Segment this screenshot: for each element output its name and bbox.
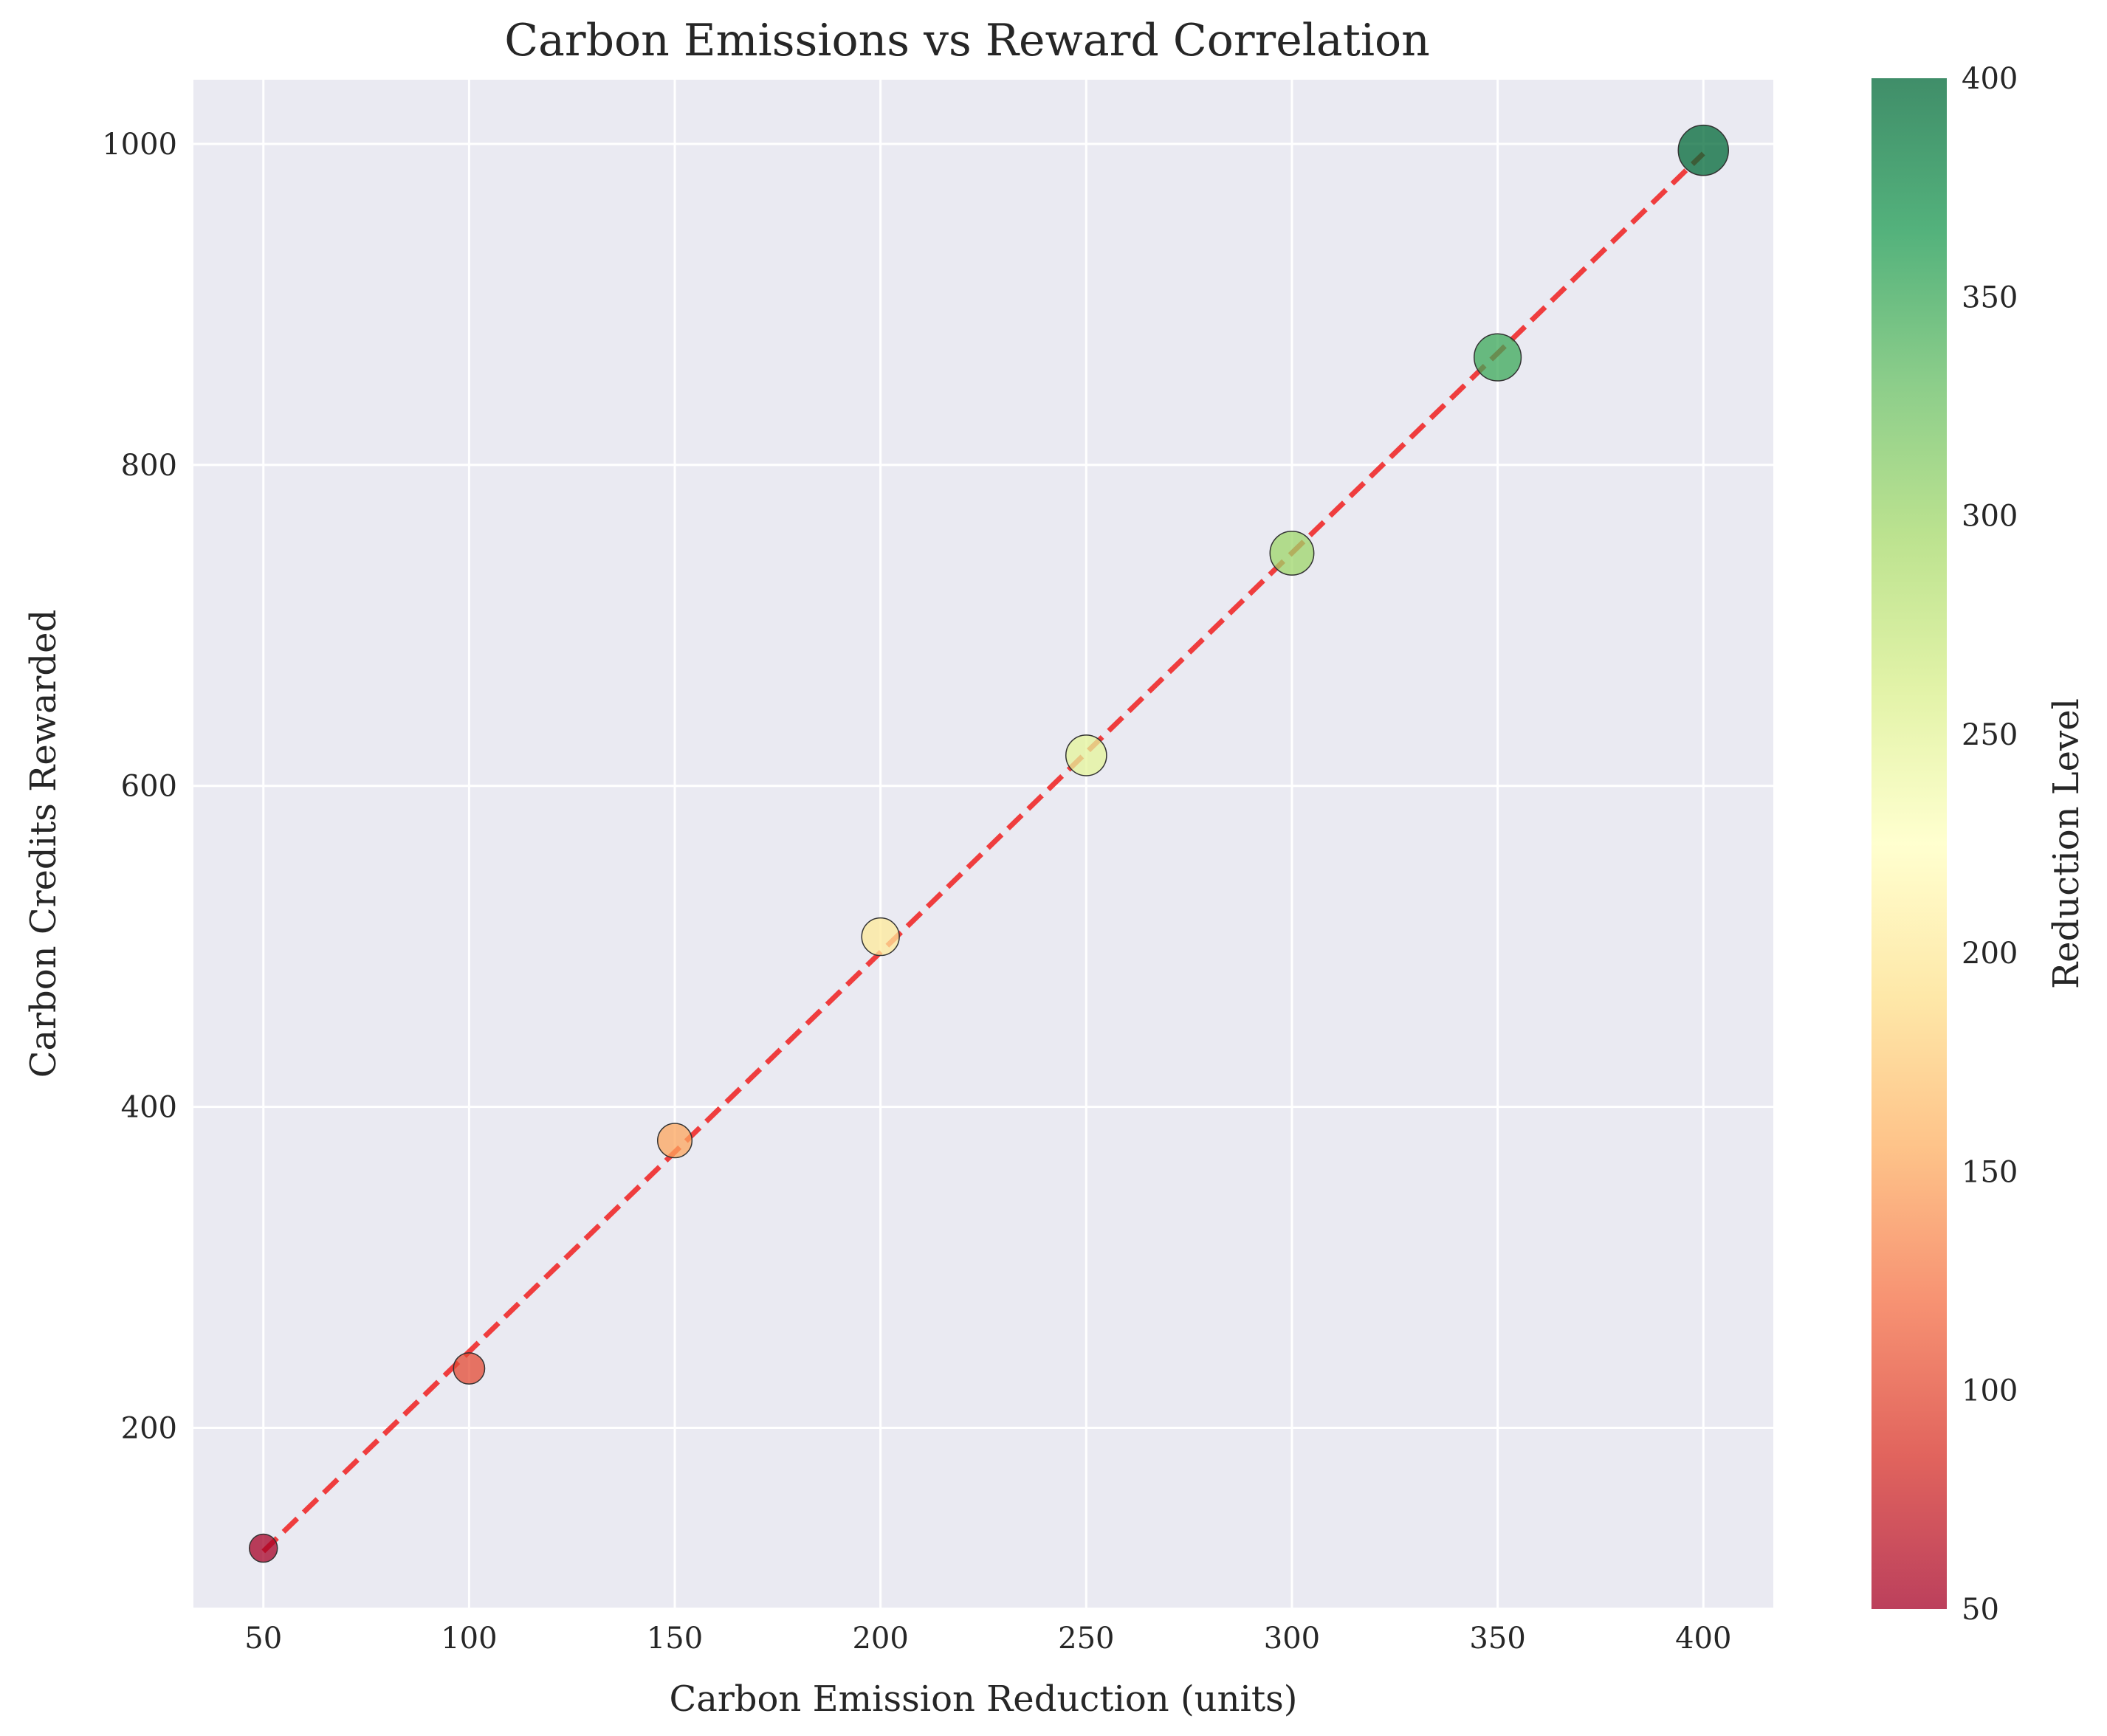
data-point [1474,333,1522,382]
y-tick-label: 600 [121,770,177,804]
colorbar-tick-label: 200 [1962,937,2018,971]
y-gridlines [193,142,1773,1429]
colorbar-tick-label: 100 [1962,1374,2018,1408]
colorbar-tick-label: 300 [1962,500,2018,534]
colorbar-label: Reduction Level [2046,698,2087,989]
chart-title: Carbon Emissions vs Reward Correlation [504,15,1430,66]
data-point [1677,124,1730,176]
x-tick-label: 100 [441,1622,497,1656]
y-tick-label: 800 [121,449,177,483]
data-point [861,917,900,957]
data-point [453,1352,486,1385]
colorbar [1871,78,1947,1609]
colorbar-tick-label: 400 [1962,62,2018,96]
x-tick-label: 400 [1675,1622,1731,1656]
y-axis-label: Carbon Credits Rewarded [23,610,64,1078]
x-tick-label: 50 [244,1622,282,1656]
plot-area [193,80,1773,1608]
data-point [656,1123,693,1159]
trend-line [261,151,1705,1554]
colorbar-tick-labels: 50 100 150 200 250 300 350 400 [1962,62,2018,1627]
y-tick-label: 1000 [102,128,177,162]
colorbar-tick-label: 50 [1962,1593,1999,1627]
x-tick-label: 150 [647,1622,703,1656]
x-axis-label: Carbon Emission Reduction (units) [669,1678,1297,1720]
colorbar-tick-label: 250 [1962,718,2018,752]
data-point [248,1533,278,1563]
x-tick-label: 350 [1469,1622,1525,1656]
colorbar-tick-label: 350 [1962,280,2018,314]
y-tick-label: 200 [121,1411,177,1445]
trend-line-group [261,151,1705,1554]
x-tick-labels: 50 100 150 200 250 300 350 400 [244,1622,1731,1656]
x-tick-label: 200 [852,1622,908,1656]
data-points [248,124,1730,1563]
y-tick-label: 400 [121,1091,177,1125]
colorbar-tick-label: 150 [1962,1155,2018,1189]
x-tick-label: 250 [1058,1622,1114,1656]
data-point [1065,734,1107,776]
x-tick-label: 300 [1264,1622,1320,1656]
data-point [1269,530,1315,576]
y-tick-labels: 200 400 600 800 1000 [102,128,177,1445]
